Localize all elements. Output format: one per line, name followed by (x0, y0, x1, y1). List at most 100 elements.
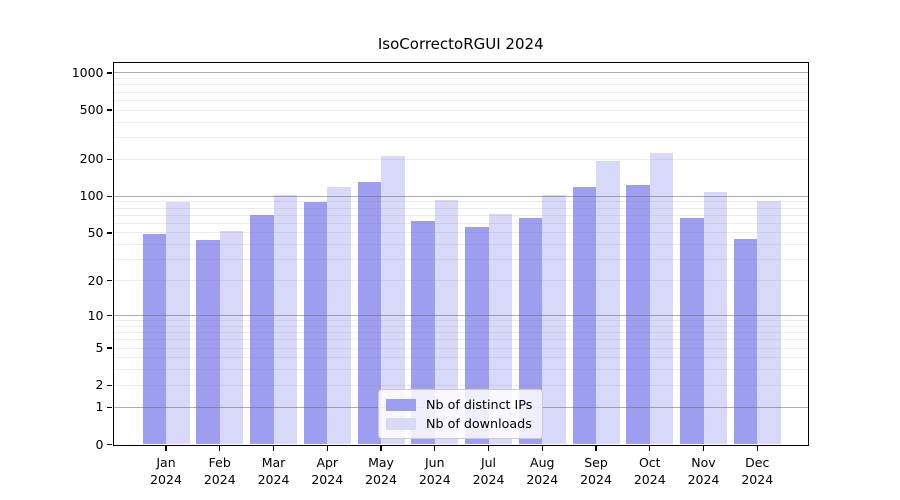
minor-gridline (112, 320, 809, 322)
minor-gridline (112, 332, 809, 334)
bar-distinct-ips (250, 215, 274, 445)
x-tick-mark (487, 446, 490, 451)
minor-gridline (112, 280, 809, 282)
legend-swatch-downloads (386, 417, 416, 430)
legend-label-distinct-ips: Nb of distinct IPs (426, 397, 533, 412)
y-tick-label: 500 (79, 102, 104, 118)
x-tick-label: Apr 2024 (311, 454, 344, 487)
y-tick-label: 1000 (71, 64, 104, 80)
minor-gridline (112, 244, 809, 246)
y-tick-mark (107, 72, 112, 74)
bar-downloads (649, 152, 674, 445)
minor-gridline (112, 78, 809, 79)
bar-downloads (381, 156, 405, 445)
bar-distinct-ips (142, 234, 166, 445)
x-tick-mark (434, 446, 436, 451)
y-tick-label: 0 (95, 436, 104, 452)
chart-title: IsoCorrectoRGUI 2024 (377, 35, 544, 53)
legend-swatch-distinct-ips (386, 398, 416, 411)
y-tick-label: 20 (87, 272, 104, 288)
bar-downloads (273, 194, 297, 445)
major-gridline (112, 195, 809, 197)
x-tick-label: Dec 2024 (741, 454, 774, 487)
bar-distinct-ips (680, 217, 704, 445)
minor-gridline (112, 84, 809, 86)
minor-gridline (112, 214, 809, 216)
minor-gridline (112, 136, 809, 138)
x-tick-mark (649, 446, 651, 451)
minor-gridline (112, 347, 809, 349)
legend-row-downloads: Nb of downloads (386, 414, 533, 433)
y-tick-label: 10 (87, 307, 104, 323)
minor-gridline (112, 201, 809, 203)
minor-gridline (112, 325, 809, 327)
x-tick-mark (541, 446, 543, 451)
y-tick-label: 200 (79, 151, 104, 167)
bar-downloads (542, 194, 566, 445)
minor-gridline (112, 357, 809, 359)
bar-downloads (488, 213, 512, 445)
x-tick-mark (756, 446, 758, 451)
y-tick-mark (107, 384, 112, 387)
y-tick-mark (107, 280, 112, 282)
minor-gridline (112, 121, 809, 123)
legend-label-downloads: Nb of downloads (426, 416, 532, 431)
bar-distinct-ips (626, 185, 650, 445)
bar-distinct-ips (196, 239, 220, 445)
minor-gridline (112, 158, 809, 160)
y-tick-mark (107, 347, 112, 349)
minor-gridline (112, 384, 809, 386)
x-tick-mark (272, 446, 275, 451)
minor-gridline (112, 222, 809, 224)
bar-downloads (219, 230, 244, 445)
bar-distinct-ips (733, 238, 758, 445)
bar-downloads (757, 201, 781, 445)
y-tick-mark (107, 314, 112, 317)
x-tick-label: Feb 2024 (203, 454, 236, 487)
x-tick-label: Sep 2024 (580, 454, 612, 487)
x-tick-label: Oct 2024 (633, 454, 666, 487)
bar-downloads (703, 192, 727, 445)
x-tick-mark (326, 446, 328, 451)
y-tick-label: 5 (95, 340, 104, 356)
x-tick-mark (595, 446, 597, 451)
y-tick-label: 50 (87, 224, 104, 240)
x-tick-label: Nov 2024 (687, 454, 720, 487)
major-gridline (112, 314, 809, 317)
minor-gridline (112, 109, 809, 111)
x-tick-mark (702, 446, 705, 451)
minor-gridline (112, 99, 809, 101)
y-tick-mark (107, 109, 112, 111)
bar-distinct-ips (518, 218, 543, 445)
x-tick-label: Jul 2024 (472, 454, 505, 487)
major-gridline (112, 72, 809, 74)
bar-distinct-ips (303, 201, 328, 445)
x-tick-mark (380, 446, 382, 451)
y-tick-mark (107, 158, 112, 160)
bar-downloads (166, 201, 190, 445)
x-tick-label: Jan 2024 (150, 454, 182, 487)
legend-row-distinct-ips: Nb of distinct IPs (386, 395, 533, 414)
bar-distinct-ips (411, 220, 435, 445)
x-tick-label: Aug 2024 (526, 454, 559, 487)
minor-gridline (112, 339, 809, 341)
minor-gridline (112, 91, 809, 93)
y-tick-mark (107, 195, 112, 197)
x-tick-label: Mar 2024 (257, 454, 290, 487)
y-tick-label: 100 (79, 188, 104, 204)
bar-downloads (596, 160, 620, 445)
minor-gridline (112, 259, 809, 261)
bar-downloads (434, 200, 459, 445)
x-tick-mark (165, 446, 167, 451)
x-tick-label: May 2024 (365, 454, 397, 487)
x-tick-mark (219, 446, 221, 451)
y-tick-label: 1 (95, 399, 104, 415)
y-tick-mark (107, 232, 112, 234)
bar-distinct-ips (357, 182, 381, 445)
x-tick-label: Jun 2024 (418, 454, 451, 487)
y-tick-mark (107, 443, 112, 446)
minor-gridline (112, 369, 809, 371)
y-tick-mark (107, 406, 112, 408)
minor-gridline (112, 207, 809, 209)
